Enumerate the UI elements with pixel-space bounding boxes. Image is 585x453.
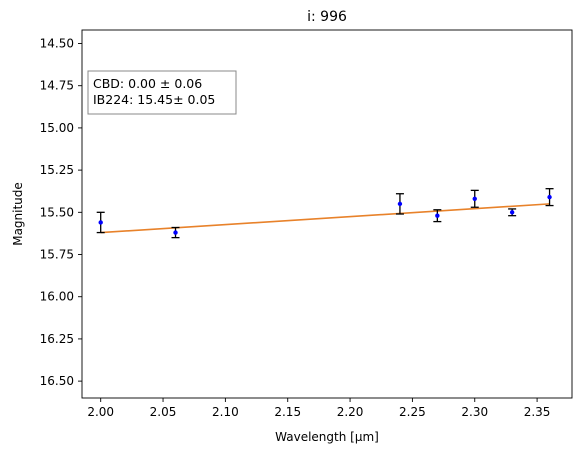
y-tick-label: 14.50 <box>40 37 74 51</box>
annotation-line-2: IB224: 15.45± 0.05 <box>93 92 215 107</box>
chart-title: i: 996 <box>307 9 347 25</box>
data-point <box>98 220 103 225</box>
data-point <box>173 230 178 235</box>
x-tick-label: 2.25 <box>399 405 426 419</box>
annotation-line-1: CBD: 0.00 ± 0.06 <box>93 76 202 91</box>
plot-area <box>96 188 554 239</box>
data-point <box>397 201 403 207</box>
data-point <box>509 210 515 215</box>
y-tick-label: 15.75 <box>40 248 74 262</box>
data-point <box>435 213 440 218</box>
data-point <box>472 196 477 202</box>
y-tick-label: 15.50 <box>40 205 74 219</box>
x-tick-label: 2.20 <box>337 405 364 419</box>
data-point <box>547 194 552 200</box>
x-tick-label: 2.05 <box>150 405 177 419</box>
x-tick-label: 2.30 <box>461 405 488 419</box>
y-tick-label: 15.00 <box>40 121 74 135</box>
plot-frame <box>81 29 573 399</box>
y-tick-label: 16.50 <box>40 374 74 388</box>
x-tick-label: 2.10 <box>212 405 239 419</box>
y-axis-label: Magnitude <box>11 182 25 246</box>
x-axis-label: Wavelength [µm] <box>275 430 379 444</box>
y-tick-label: 15.25 <box>40 163 74 177</box>
x-tick-label: 2.15 <box>274 405 301 419</box>
fit-line <box>100 203 550 234</box>
y-tick-label: 16.00 <box>40 290 74 304</box>
y-tick-label: 16.25 <box>40 332 74 346</box>
x-tick-label: 2.00 <box>87 405 114 419</box>
y-tick-label: 14.75 <box>40 79 74 93</box>
annotation-box: CBD: 0.00 ± 0.06 IB224: 15.45± 0.05 <box>87 70 237 115</box>
x-tick-label: 2.35 <box>524 405 551 419</box>
